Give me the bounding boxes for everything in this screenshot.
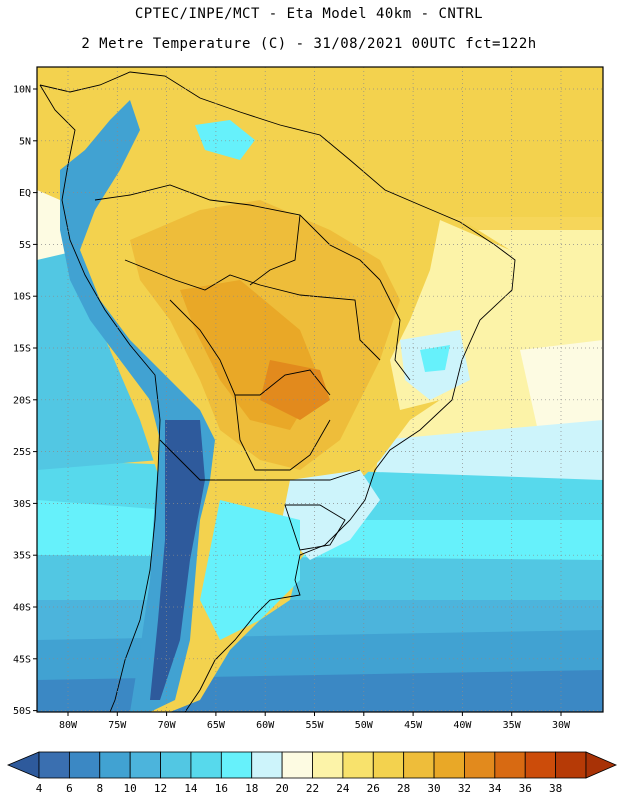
latitude-axis: 10N 5N EQ 5S 10S 15S 20S 25S 30S 35S 40S 45S 50S <box>13 85 37 717</box>
colorbar-swatch <box>342 751 374 779</box>
colorbar-swatch <box>220 751 253 779</box>
lon-tick-label: 45W <box>404 720 423 731</box>
lat-tick-label: 5S <box>19 240 31 251</box>
lon-tick-label: 65W <box>207 720 226 731</box>
colorbar-label: 30 <box>427 782 440 795</box>
colorbar-swatch <box>190 751 222 779</box>
border-bolivia <box>169 299 331 396</box>
colorbar-label: 20 <box>275 782 288 795</box>
colorbar-swatch <box>494 751 526 779</box>
field-andes-coldest <box>150 420 205 700</box>
lat-tick-label: 10S <box>13 292 31 303</box>
lat-tick-label: 20S <box>13 395 31 406</box>
lat-tick-label: 15S <box>13 344 31 355</box>
colorbar-high-arrow <box>585 751 618 779</box>
lat-tick-label: 10N <box>13 85 31 96</box>
field-venezuela-cool <box>195 120 255 160</box>
border-central <box>124 259 381 361</box>
field-south-brazil-cool <box>280 470 380 560</box>
lat-tick-label: 40S <box>13 603 31 614</box>
colorbar-swatch <box>464 751 496 779</box>
lat-tick-label: 45S <box>13 654 31 665</box>
border-brazil-east <box>379 279 411 381</box>
field-southeast-cold <box>420 345 450 372</box>
colorbar-swatch <box>160 751 192 779</box>
lat-tick-label: 25S <box>13 447 31 458</box>
colorbar-label: 22 <box>306 782 319 795</box>
colorbar-label: 18 <box>245 782 258 795</box>
colorbar-label: 24 <box>336 782 350 795</box>
lat-tick-label: 50S <box>13 706 31 717</box>
lon-tick-label: 70W <box>158 720 177 731</box>
colorbar-swatch <box>372 751 405 779</box>
lon-tick-label: 50W <box>355 720 374 731</box>
lat-tick-label: 35S <box>13 551 31 562</box>
colorbar-swatch <box>312 751 344 779</box>
border-uruguay <box>284 504 346 551</box>
field-argentina-cool <box>200 500 300 640</box>
colorbar-label: 6 <box>66 782 73 795</box>
lon-tick-label: 60W <box>256 720 275 731</box>
colorbar-label: 38 <box>549 782 562 795</box>
colorbar-label: 34 <box>488 782 502 795</box>
colorbar-label: 10 <box>124 782 137 795</box>
colorbar-swatch <box>251 751 283 779</box>
lon-tick-label: 75W <box>108 720 127 731</box>
colorbar-swatch <box>555 751 587 779</box>
lon-tick-label: 40W <box>453 720 472 731</box>
colorbar-swatch <box>524 751 557 779</box>
colorbar-low-arrow <box>6 751 40 779</box>
lon-tick-label: 35W <box>503 720 522 731</box>
lat-tick-label: EQ <box>19 188 31 199</box>
field-atlantic-warm-patch <box>520 340 603 440</box>
colorbar-swatch <box>129 751 161 779</box>
colorbar-swatch <box>38 751 70 779</box>
field-continent-hottest <box>260 360 330 420</box>
temperature-field <box>37 67 603 712</box>
colorbar-label: 12 <box>154 782 167 795</box>
chart-title-line1: CPTEC/INPE/MCT - Eta Model 40km - CNTRL <box>134 6 484 22</box>
colorbar-label: 8 <box>96 782 103 795</box>
lon-tick-label: 55W <box>305 720 324 731</box>
longitude-axis: 80W 75W 70W 65W 60W 55W 50W 45W 40W 35W 30W <box>59 712 571 731</box>
lat-tick-label: 30S <box>13 499 31 510</box>
border-brazil-amazonas <box>249 214 301 286</box>
colorbar-label: 14 <box>184 782 198 795</box>
lon-tick-label: 30W <box>552 720 571 731</box>
colorbar: 4 6 8 10 12 14 16 18 20 22 24 26 28 30 32 34 36 38 <box>6 751 618 795</box>
colorbar-swatch <box>403 751 435 779</box>
coastline-atlantic <box>39 71 516 712</box>
colorbar-label: 16 <box>215 782 228 795</box>
colorbar-swatch <box>433 751 465 779</box>
border-north <box>94 184 381 281</box>
chart-title-line2: 2 Metre Temperature (C) - 31/08/2021 00U… <box>81 36 537 52</box>
colorbar-swatch <box>281 751 313 779</box>
map-frame <box>36 66 604 713</box>
lon-tick-label: 80W <box>59 720 78 731</box>
colorbar-label: 4 <box>36 782 43 795</box>
colorbar-label: 32 <box>458 782 471 795</box>
colorbar-swatch <box>68 751 101 779</box>
lat-tick-label: 5N <box>19 136 31 147</box>
colorbar-label: 28 <box>397 782 410 795</box>
colorbar-swatch <box>99 751 131 779</box>
colorbar-label: 26 <box>367 782 380 795</box>
coastline-pacific <box>39 84 161 712</box>
border-paraguay <box>234 394 331 471</box>
colorbar-label: 36 <box>519 782 532 795</box>
